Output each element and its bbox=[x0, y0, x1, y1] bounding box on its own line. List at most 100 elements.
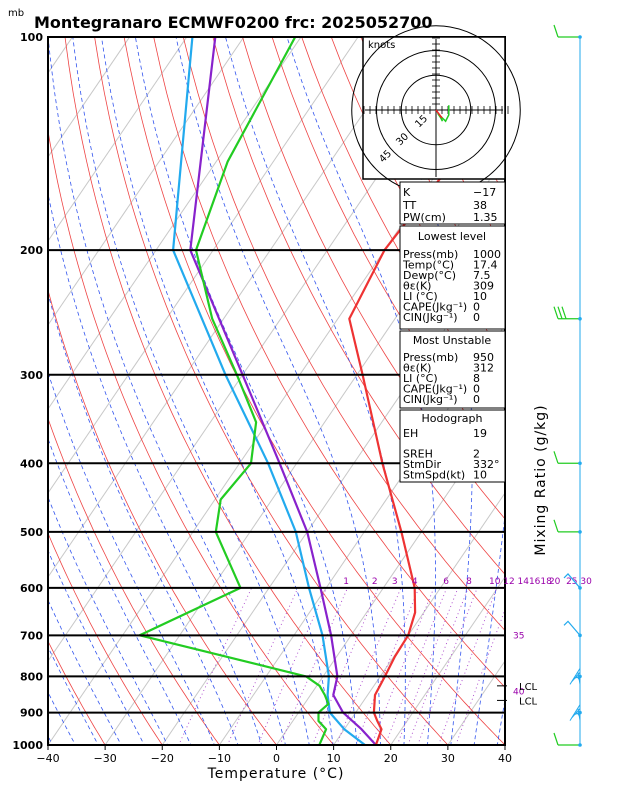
mixing-ratio-label: 25 bbox=[566, 577, 577, 587]
mixing-ratio-label: 3 bbox=[392, 577, 398, 587]
wind-barb-dot bbox=[578, 633, 582, 638]
temperature-tick-label: −10 bbox=[208, 752, 231, 765]
mixing-ratio-label: 14 bbox=[518, 577, 530, 587]
mixing-ratio-line bbox=[407, 587, 469, 745]
lowest-level-value: 7.5 bbox=[473, 269, 491, 282]
most-unstable-value: 0 bbox=[473, 383, 480, 396]
isotherm bbox=[104, 156, 505, 745]
dry-adiabat bbox=[48, 128, 335, 745]
wind-barb-dot bbox=[578, 530, 582, 534]
background-lines bbox=[0, 0, 618, 760]
dry-adiabat bbox=[242, 37, 505, 520]
lcl-label: LCL bbox=[519, 696, 538, 707]
wind-barb-shaft bbox=[563, 620, 581, 636]
mixing-ratio-axis-label: Mixing Ratio (g/kg) bbox=[533, 404, 549, 555]
isotherm bbox=[48, 37, 74, 74]
mixing-ratio-label: 18 bbox=[540, 577, 552, 587]
isotherm bbox=[275, 408, 505, 745]
dry-adiabat bbox=[502, 0, 618, 760]
pressure-tick-label: 800 bbox=[20, 670, 43, 683]
storm-motion-arrow bbox=[435, 109, 443, 119]
moist-adiabat bbox=[72, 37, 310, 745]
wind-barb-shaft bbox=[569, 704, 581, 721]
isotherm bbox=[0, 0, 5, 760]
most-unstable-value: 8 bbox=[473, 372, 480, 385]
hodograph-info-value: 19 bbox=[473, 427, 487, 440]
isotherm bbox=[48, 37, 245, 326]
isotherm bbox=[48, 37, 359, 494]
wind-barb bbox=[553, 519, 582, 534]
lowest-level-label: Press(mb) bbox=[403, 248, 458, 261]
wind-barb bbox=[569, 704, 582, 721]
lowest-level-value: 0 bbox=[473, 311, 480, 324]
pressure-tick-label: 400 bbox=[20, 457, 43, 470]
mixing-ratio-line bbox=[438, 587, 498, 745]
mixing-ratio-label: 16 bbox=[529, 577, 541, 587]
pressure-tick-label: 900 bbox=[20, 707, 43, 720]
wind-barb-dot bbox=[578, 710, 582, 715]
dry-adiabat bbox=[48, 417, 220, 745]
moist-adiabat bbox=[48, 646, 99, 745]
lowest-level-label: θε(K) bbox=[403, 280, 431, 293]
wind-barb-dot bbox=[578, 35, 582, 39]
index-tt-value: 38 bbox=[473, 199, 487, 212]
index-k-label: K bbox=[403, 186, 411, 199]
moist-adiabat bbox=[460, 37, 505, 745]
isotherm bbox=[48, 37, 131, 158]
temperature-tick-label: 10 bbox=[327, 752, 341, 765]
pressure-tick-label: 300 bbox=[20, 369, 43, 382]
moist-adiabat bbox=[225, 37, 406, 745]
moist-adiabat bbox=[48, 292, 239, 745]
wind-barb-shaft bbox=[563, 573, 581, 589]
moist-adiabat bbox=[48, 735, 54, 745]
lcl-label: LCL bbox=[519, 682, 538, 693]
dry-adiabat bbox=[48, 288, 278, 745]
hodograph-info-label: EH bbox=[403, 427, 418, 440]
chart-title: Montegranaro ECMWF0200 frc: 2025052700 bbox=[34, 13, 433, 32]
isotherm bbox=[48, 37, 302, 410]
lowest-level-value: 309 bbox=[473, 280, 494, 293]
most-unstable-label: Press(mb) bbox=[403, 351, 458, 364]
moist-adiabat bbox=[518, 37, 618, 760]
mixing-ratio-line bbox=[417, 587, 478, 745]
most-unstable-label: CAPE(Jkg⁻¹) bbox=[403, 383, 467, 396]
moist-adiabat bbox=[48, 691, 76, 745]
moist-adiabat bbox=[0, 37, 38, 760]
wind-barb-dot bbox=[578, 461, 582, 466]
moist-adiabat bbox=[364, 37, 473, 745]
moist-adiabat bbox=[135, 37, 358, 745]
wind-barb bbox=[569, 668, 582, 685]
wind-barb-shaft bbox=[569, 668, 581, 685]
most-unstable-value: 312 bbox=[473, 362, 494, 375]
dry-adiabat bbox=[182, 37, 505, 632]
mixing-ratio-line bbox=[279, 587, 348, 745]
hodograph-info-value: 2 bbox=[473, 448, 480, 461]
lowest-level-heading: Lowest level bbox=[418, 230, 486, 243]
moist-adiabat bbox=[48, 496, 169, 745]
mixing-ratio-label: 6 bbox=[443, 577, 449, 587]
wind-barbs bbox=[553, 24, 582, 747]
side-scale-label: 35 bbox=[513, 631, 524, 641]
mixing-ratio-label: 4 bbox=[412, 577, 418, 587]
hodograph-info-label: StmSpd(kt) bbox=[403, 469, 465, 482]
parcel-purple-line bbox=[189, 37, 377, 745]
mixing-ratio-line bbox=[396, 587, 459, 745]
lowest-level-value: 10 bbox=[473, 290, 487, 303]
hodograph-info-value: 10 bbox=[473, 469, 487, 482]
hodograph-info-value: 332° bbox=[473, 458, 500, 471]
dry-adiabat bbox=[153, 37, 505, 688]
x-axis-label: Temperature (°C) bbox=[207, 766, 345, 782]
pressure-tick-label: 100 bbox=[20, 31, 43, 44]
most-unstable-value: 0 bbox=[473, 393, 480, 406]
isotherm bbox=[390, 576, 505, 745]
temperature-tick-label: −40 bbox=[36, 752, 59, 765]
hodograph-info-box bbox=[399, 409, 506, 483]
isotherm bbox=[48, 37, 188, 242]
most-unstable-label: CIN(Jkg⁻¹) bbox=[403, 393, 458, 406]
temperature-tick-label: 30 bbox=[441, 752, 455, 765]
temperature-line bbox=[348, 88, 505, 745]
most-unstable-heading: Most Unstable bbox=[413, 334, 492, 347]
